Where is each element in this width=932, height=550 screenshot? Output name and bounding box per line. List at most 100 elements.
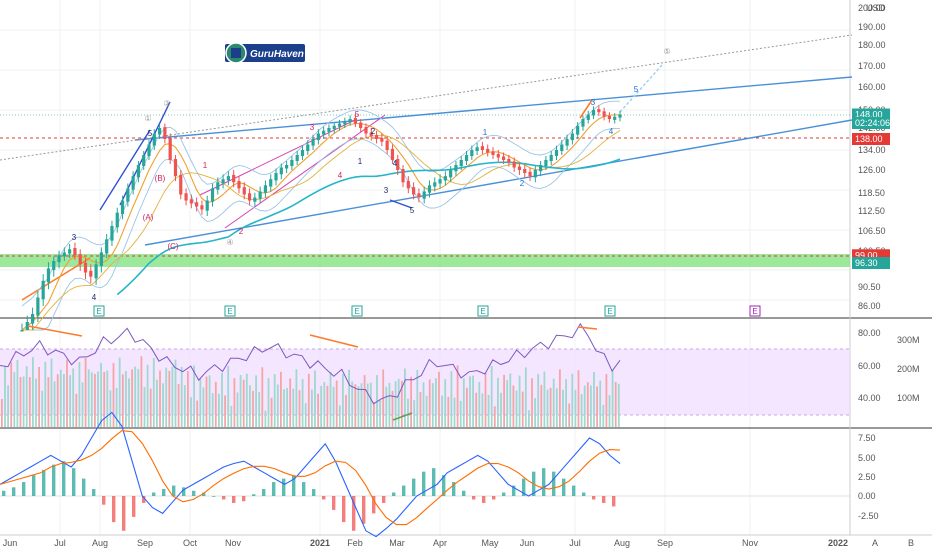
volume-bar bbox=[413, 400, 416, 427]
wave-label: 2 bbox=[520, 179, 525, 188]
volume-bar bbox=[103, 371, 106, 427]
candle-body bbox=[507, 159, 511, 163]
volume-bar bbox=[84, 357, 87, 427]
candle-body bbox=[126, 188, 130, 202]
volume-bar bbox=[159, 370, 161, 427]
macd-hist-bar bbox=[592, 496, 596, 500]
macd-hist-bar bbox=[252, 494, 256, 496]
volume-bar bbox=[273, 374, 276, 427]
candle-body bbox=[147, 144, 151, 156]
earnings-marker: E bbox=[477, 305, 489, 317]
macd-hist-bar bbox=[382, 496, 386, 503]
volume-bar bbox=[373, 401, 375, 427]
macd-hist-bar bbox=[292, 475, 296, 496]
volume-bar bbox=[10, 362, 13, 427]
macd-hist-bar bbox=[432, 468, 436, 496]
volume-bar bbox=[190, 397, 192, 427]
volume-bar bbox=[63, 374, 65, 427]
macd-hist-bar bbox=[202, 492, 206, 496]
channel-upper-line bbox=[134, 76, 853, 141]
earnings-marker: E bbox=[93, 305, 105, 317]
earnings-markers[interactable]: E E E E E E bbox=[93, 305, 761, 317]
ma-slow-line bbox=[116, 158, 621, 296]
wave-label: (B) bbox=[155, 174, 166, 183]
rsi-line[interactable] bbox=[0, 322, 621, 405]
candle-body bbox=[591, 110, 596, 116]
wave-label: 5 bbox=[410, 206, 415, 215]
time-tick-label: Apr bbox=[433, 538, 447, 548]
volume-bar bbox=[13, 372, 16, 427]
volume-bar bbox=[276, 384, 279, 427]
price-tick-label: 134.00 bbox=[858, 145, 886, 155]
time-tick-label: Sep bbox=[657, 538, 673, 548]
support-zone[interactable] bbox=[0, 254, 850, 267]
candlesticks[interactable] bbox=[20, 105, 622, 332]
candle-body bbox=[554, 150, 559, 156]
macd-line[interactable] bbox=[0, 411, 621, 538]
volume-bar bbox=[565, 379, 567, 427]
volume-bar bbox=[450, 371, 453, 427]
volume-bar bbox=[50, 358, 53, 427]
candle-body bbox=[237, 181, 241, 189]
volume-bar bbox=[78, 362, 81, 427]
volume-bar bbox=[410, 376, 412, 427]
volume-bar bbox=[162, 383, 164, 427]
volume-bar bbox=[187, 371, 189, 427]
candle-body bbox=[269, 179, 273, 187]
macd-hist-bar bbox=[172, 485, 176, 496]
macd-hist-bar bbox=[22, 482, 26, 496]
svg-text:E: E bbox=[607, 307, 612, 316]
auto-scale-button[interactable]: A bbox=[872, 538, 878, 548]
rsi-support-line bbox=[392, 412, 413, 421]
candle-body bbox=[279, 167, 283, 175]
candle-body bbox=[232, 174, 236, 183]
candle-body bbox=[290, 160, 294, 166]
candle-body bbox=[512, 161, 516, 168]
candle-body bbox=[242, 187, 246, 195]
volume-bar bbox=[369, 382, 372, 427]
currency-label: USD bbox=[866, 3, 886, 13]
macd-hist-bar bbox=[182, 487, 186, 496]
candle-body bbox=[369, 132, 373, 137]
candle-body bbox=[597, 109, 601, 113]
volume-bar bbox=[428, 379, 431, 427]
candle-body bbox=[560, 144, 564, 151]
volume-bar bbox=[140, 356, 143, 427]
brand-logo: GuruHaven bbox=[225, 42, 305, 64]
volume-bar bbox=[41, 390, 44, 427]
macd-hist-bar bbox=[602, 496, 606, 503]
trend-lines[interactable] bbox=[0, 34, 853, 301]
signal-line[interactable] bbox=[0, 430, 621, 526]
long-term-dotted-line bbox=[0, 34, 853, 161]
wave-label: ⑤ bbox=[663, 47, 670, 56]
macd-hist-bar bbox=[222, 496, 226, 500]
earnings-marker: E bbox=[604, 305, 616, 317]
rsi-divergence-1 bbox=[27, 325, 83, 337]
volume-bar bbox=[301, 379, 304, 427]
price-tick-label: 180.00 bbox=[858, 40, 886, 50]
moving-averages bbox=[21, 100, 621, 331]
volume-bar bbox=[351, 381, 354, 427]
volume-bar bbox=[540, 384, 543, 427]
volume-bar bbox=[258, 391, 261, 427]
volume-bar bbox=[599, 380, 602, 427]
rsi-tick-label: 60.00 bbox=[858, 361, 881, 371]
time-tick-label: Sep bbox=[137, 538, 153, 548]
macd-hist-bar bbox=[272, 482, 276, 496]
volume-bar bbox=[447, 396, 450, 427]
macd-hist-bar bbox=[162, 489, 166, 496]
time-axis[interactable]: Jun Jul Aug Sep Oct Nov 2021 Feb Mar Apr May Jun Jul… bbox=[3, 538, 848, 548]
price-tick-label: 170.00 bbox=[858, 61, 886, 71]
time-tick-label: Jun bbox=[3, 538, 18, 548]
macd-hist-bar bbox=[322, 496, 326, 500]
macd-hist-bar bbox=[392, 492, 396, 496]
log-scale-button[interactable]: B bbox=[908, 538, 914, 548]
volume-bar bbox=[165, 367, 168, 427]
volume-bar bbox=[617, 383, 620, 427]
volume-bar bbox=[87, 369, 90, 427]
macd-hist-bar bbox=[462, 490, 466, 496]
volume-bar bbox=[283, 389, 285, 427]
volume-bar bbox=[236, 392, 239, 427]
macd-hist-bar bbox=[42, 469, 46, 496]
